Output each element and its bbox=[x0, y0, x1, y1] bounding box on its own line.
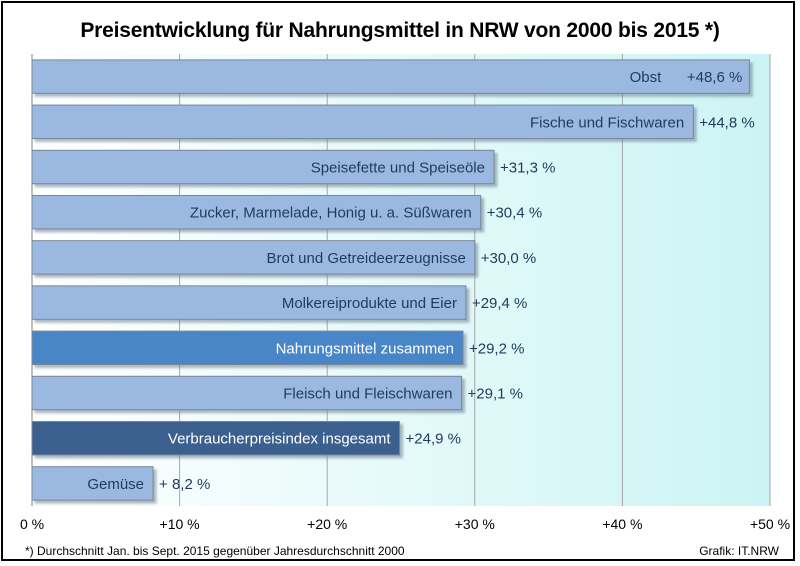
x-tick-label: +40 % bbox=[602, 516, 642, 532]
x-tick-label: +10 % bbox=[160, 516, 200, 532]
bar-value-label: +44,8 % bbox=[699, 114, 754, 131]
source-credit: Grafik: IT.NRW bbox=[699, 544, 779, 558]
bar-category-label: Speisefette und Speiseöle bbox=[311, 160, 485, 177]
x-tick-label: +50 % bbox=[750, 516, 790, 532]
bar-category-label: Gemüse bbox=[87, 476, 144, 493]
bar bbox=[31, 466, 154, 501]
x-tick-label: +30 % bbox=[455, 516, 495, 532]
bar-value-label: +48,6 % bbox=[687, 69, 742, 86]
bar bbox=[31, 149, 495, 185]
bar-category-label: Brot und Getreideerzeugnisse bbox=[267, 250, 466, 267]
bar-category-label: Nahrungsmittel zusammen bbox=[276, 340, 454, 357]
bar-category-label: Zucker, Marmelade, Honig u. a. Süßwaren bbox=[190, 205, 472, 222]
bar bbox=[31, 240, 476, 275]
bar-category-label: Fleisch und Fleischwaren bbox=[283, 386, 452, 403]
bar bbox=[31, 420, 401, 456]
bar-value-label: + 8,2 % bbox=[159, 476, 210, 493]
bar-value-label: +29,1 % bbox=[468, 386, 523, 403]
chart-title: Preisentwicklung für Nahrungsmittel in N… bbox=[80, 19, 720, 42]
bar bbox=[31, 285, 467, 320]
bar-category-label: Verbraucherpreisindex insgesamt bbox=[168, 431, 391, 448]
bar-value-label: +29,4 % bbox=[472, 295, 527, 312]
footnote: *) Durchschnitt Jan. bis Sept. 2015 gege… bbox=[25, 544, 405, 558]
bar bbox=[31, 194, 482, 230]
bar-value-label: +31,3 % bbox=[500, 160, 555, 177]
bar-value-label: +30,4 % bbox=[487, 205, 542, 222]
bar-value-label: +24,9 % bbox=[406, 431, 461, 448]
bar-chart: 0 % +10 % +20 % +30 % +40 % +50 % +48,6 % Obst F… bbox=[20, 54, 790, 532]
bar-category-label: Obst bbox=[630, 69, 663, 86]
bar bbox=[31, 330, 464, 366]
bar-value-label: +30,0 % bbox=[481, 250, 536, 267]
bar-category-label: Molkereiprodukte und Eier bbox=[282, 295, 457, 312]
bar bbox=[31, 59, 750, 94]
bar bbox=[31, 104, 694, 140]
bar-value-label: +29,2 % bbox=[469, 340, 524, 357]
x-tick-label: 0 % bbox=[20, 516, 44, 532]
x-tick-label: +20 % bbox=[307, 516, 347, 532]
bar bbox=[31, 375, 463, 411]
bar-category-label: Fische und Fischwaren bbox=[530, 114, 684, 131]
